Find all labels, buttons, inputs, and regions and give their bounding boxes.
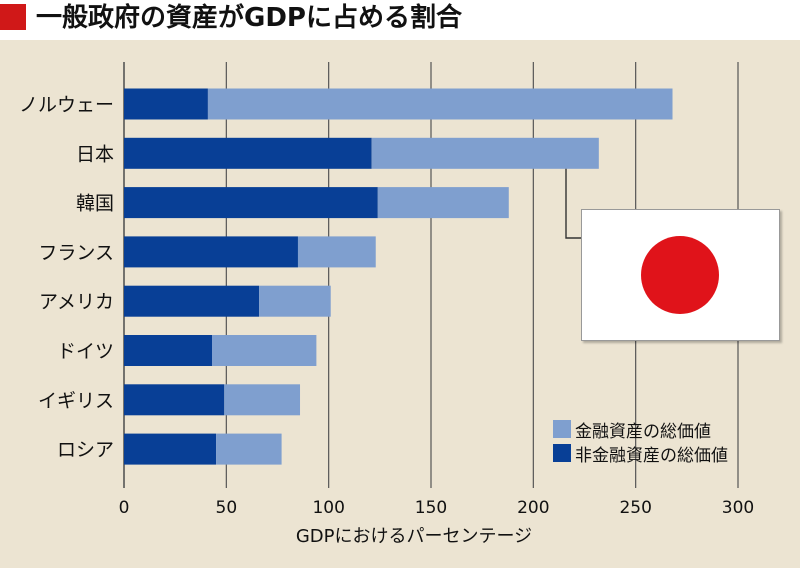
bar-financial [224, 384, 301, 416]
legend: 金融資産の総価値 非金融資産の総価値 [553, 417, 783, 466]
header: 一般政府の資産がGDPに占める割合 [0, 0, 800, 40]
header-marker [0, 4, 26, 30]
legend-swatch-non-financial [553, 444, 571, 462]
bar-non-financial [124, 187, 378, 219]
x-tick-label: 50 [216, 498, 238, 518]
category-label: イギリス [38, 390, 114, 412]
x-tick-label: 200 [517, 498, 549, 518]
x-axis-label: GDPにおけるパーセンテージ [296, 526, 532, 547]
x-tick-label: 250 [619, 498, 651, 518]
bar-financial [377, 187, 509, 219]
japan-flag-sun [641, 236, 719, 314]
bar-financial [207, 88, 673, 120]
legend-label-non-financial: 非金融資産の総価値 [575, 445, 728, 466]
bar-non-financial [124, 137, 372, 169]
japan-connector [565, 168, 581, 239]
bar-financial [212, 335, 317, 366]
category-label: ノルウェー [19, 94, 114, 116]
bar-non-financial [124, 285, 260, 317]
bar-non-financial [124, 384, 225, 416]
bar-non-financial [124, 335, 213, 366]
category-label: 韓国 [76, 193, 114, 215]
category-label: ロシア [57, 439, 114, 461]
japan-flag-inset [581, 209, 780, 341]
connector-line [565, 168, 581, 239]
category-label: 日本 [76, 143, 114, 165]
bar-financial [297, 236, 376, 268]
bars [124, 88, 673, 465]
legend-label-financial: 金融資産の総価値 [575, 421, 711, 442]
category-label: フランス [38, 242, 114, 264]
bar-financial [371, 137, 599, 169]
legend-item-financial: 金融資産の総価値 [553, 417, 783, 442]
x-tick-labels: 0 50 100 150 200 250 300 [119, 498, 755, 518]
bar-financial [259, 285, 331, 317]
legend-swatch-financial [553, 420, 571, 438]
x-tick-label: 300 [722, 498, 754, 518]
bar-financial [216, 433, 282, 465]
bar-non-financial [124, 236, 298, 268]
x-tick-label: 0 [119, 498, 130, 518]
category-label: アメリカ [39, 291, 114, 313]
bar-non-financial [124, 88, 208, 120]
x-tick-label: 150 [415, 498, 447, 518]
bar-non-financial [124, 433, 217, 465]
gridlines [123, 62, 739, 488]
x-tick-label: 100 [312, 498, 344, 518]
category-label: ドイツ [57, 341, 114, 363]
chart-title: 一般政府の資産がGDPに占める割合 [36, 3, 462, 33]
legend-item-non-financial: 非金融資産の総価値 [553, 441, 783, 466]
